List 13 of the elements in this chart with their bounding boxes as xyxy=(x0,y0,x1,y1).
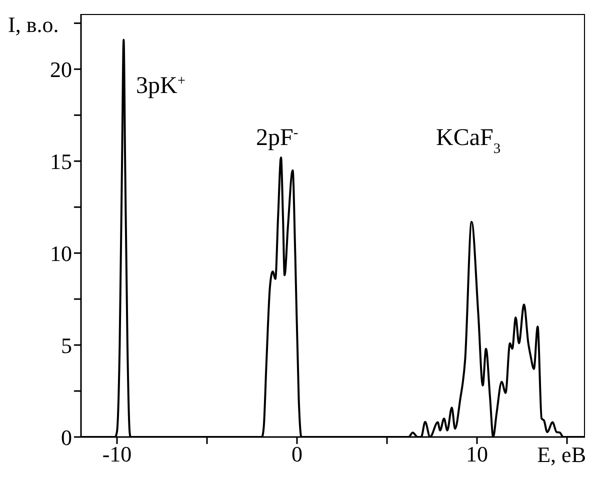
y-axis-title: I, в.о. xyxy=(8,12,59,38)
y-tick-label: 0 xyxy=(61,424,72,450)
y-tick-label: 15 xyxy=(50,148,72,174)
x-axis-title: E, eB xyxy=(537,442,586,468)
annotation: KCaF$_{3}$ xyxy=(436,125,501,157)
x-tick-label: 10 xyxy=(466,442,488,467)
y-tick-label: 10 xyxy=(50,240,72,266)
y-tick-label: 5 xyxy=(61,332,72,358)
annotation: 3pK$^{+}$ xyxy=(136,73,186,99)
annotation: 2pF$^{-}$ xyxy=(256,125,298,151)
x-tick-label: -10 xyxy=(102,442,132,467)
x-tick-label: 0 xyxy=(292,442,302,467)
y-tick-label: 20 xyxy=(50,56,72,82)
